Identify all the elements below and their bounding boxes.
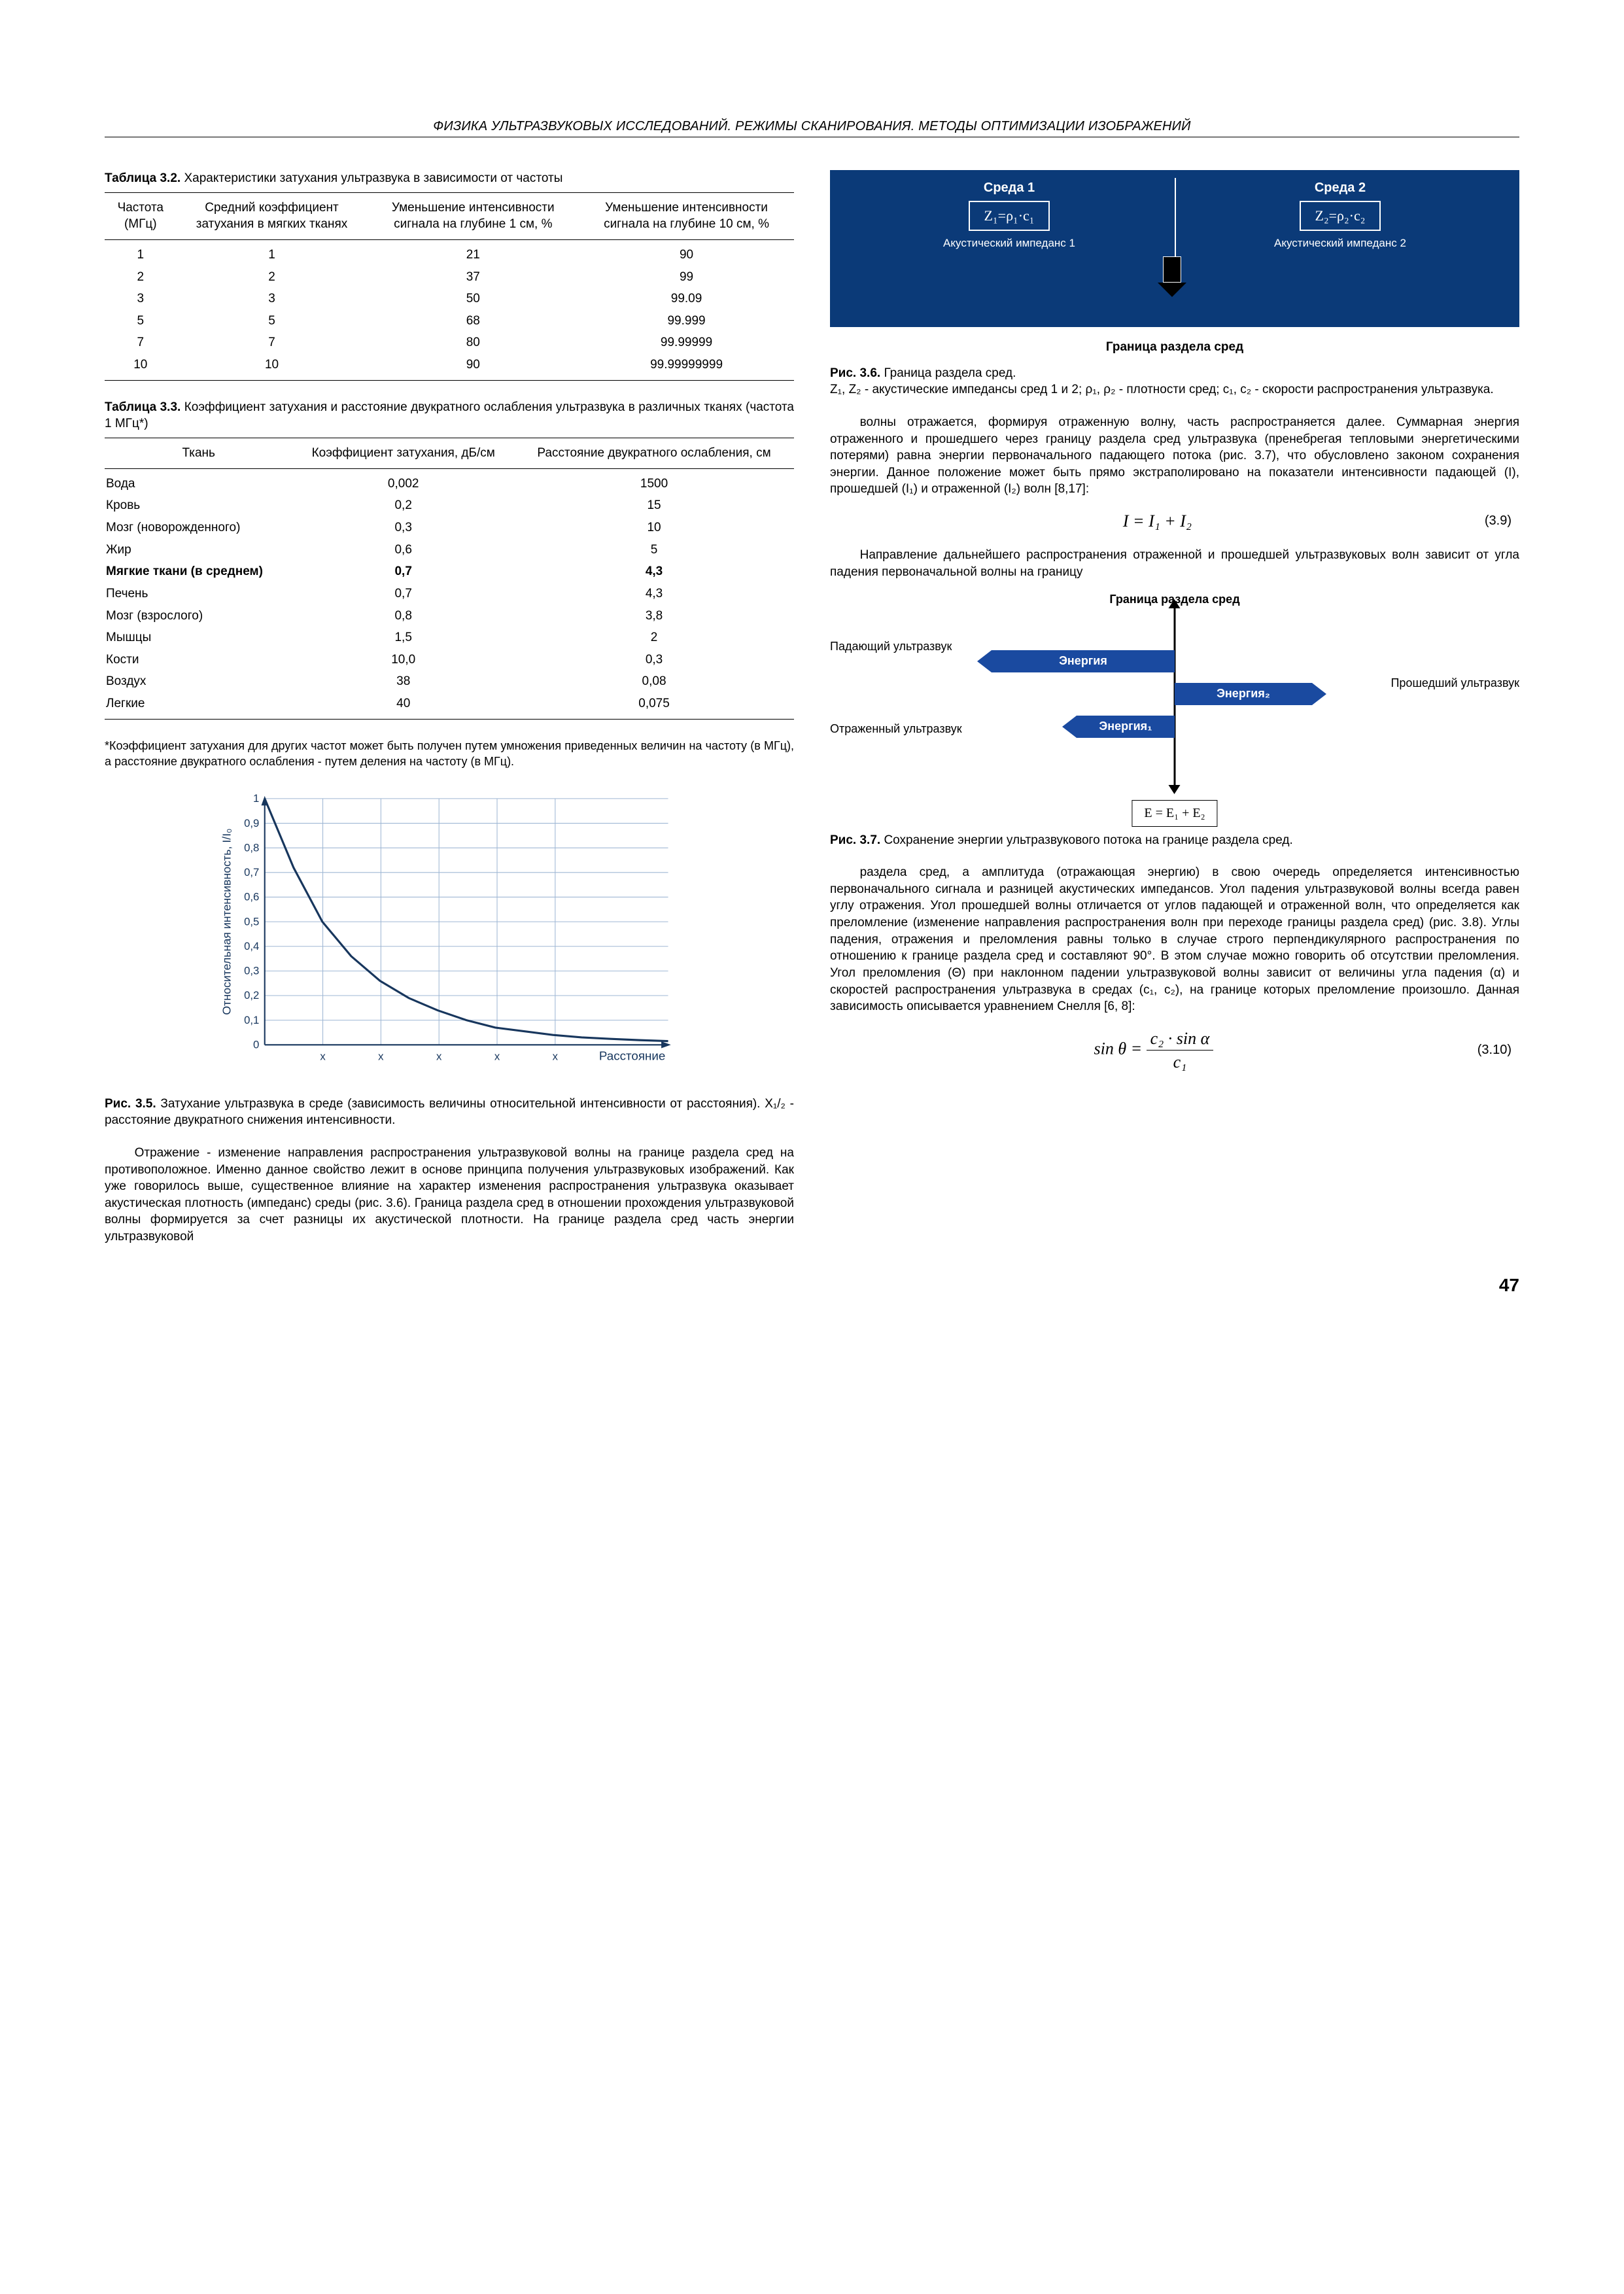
- svg-text:Относительная интенсивность, I: Относительная интенсивность, I/I₀: [220, 829, 233, 1015]
- equation-3-9: I = I₁ + I₂ (3.9): [830, 510, 1519, 532]
- table-3-2-caption: Таблица 3.2. Характеристики затухания ул…: [105, 170, 794, 187]
- svg-text:x: x: [436, 1051, 442, 1063]
- svg-text:x: x: [553, 1051, 559, 1063]
- svg-text:0,3: 0,3: [244, 965, 259, 977]
- table-3-3-note: *Коэффициент затухания для других частот…: [105, 738, 794, 770]
- arrow-down-icon: [1163, 256, 1186, 297]
- figure-3-5-chart: 0 0,1 0,2 0,3 0,4 0,5 0,6 0,7 0,8 0,9 1 x x x x x Рассто…: [105, 785, 794, 1086]
- figure-3-6-diagram: Среда 1 Z₁=ρ₁·c₁ Акустический импеданс 1…: [830, 170, 1519, 360]
- figure-3-7-caption: Рис. 3.7. Сохранение энергии ультразвуко…: [830, 832, 1519, 849]
- svg-text:0,7: 0,7: [244, 866, 259, 878]
- table-3-2: Частота (МГц)Средний коэффициент затухан…: [105, 192, 794, 381]
- page-number: 47: [105, 1273, 1519, 1298]
- svg-text:0,2: 0,2: [244, 990, 259, 1002]
- svg-text:Расстояние: Расстояние: [599, 1049, 666, 1063]
- table-3-3-caption: Таблица 3.3. Коэффициент затухания и рас…: [105, 399, 794, 432]
- svg-text:0,9: 0,9: [244, 817, 259, 829]
- svg-text:0,5: 0,5: [244, 916, 259, 928]
- svg-text:0: 0: [253, 1039, 259, 1051]
- figure-3-6-caption: Рис. 3.6. Граница раздела сред. Z₁, Z₂ -…: [830, 365, 1519, 398]
- left-paragraph: Отражение - изменение направления распро…: [105, 1145, 794, 1245]
- svg-text:x: x: [378, 1051, 384, 1063]
- svg-text:0,8: 0,8: [244, 842, 259, 854]
- running-header: ФИЗИКА УЛЬТРАЗВУКОВЫХ ИССЛЕДОВАНИЙ. РЕЖИ…: [105, 118, 1519, 137]
- svg-text:1: 1: [253, 792, 259, 805]
- figure-3-7-diagram: Граница раздела сред Энергия Энергия₂ Эн…: [830, 591, 1519, 827]
- right-column: Среда 1 Z₁=ρ₁·c₁ Акустический импеданс 1…: [830, 170, 1519, 1247]
- equation-3-10: sin θ = c₂ · sin αc₁ (3.10): [830, 1027, 1519, 1073]
- two-column-layout: Таблица 3.2. Характеристики затухания ул…: [105, 170, 1519, 1247]
- left-column: Таблица 3.2. Характеристики затухания ул…: [105, 170, 794, 1247]
- svg-text:0,4: 0,4: [244, 940, 259, 952]
- svg-text:x: x: [494, 1051, 500, 1063]
- right-paragraph-2: Направление дальнейшего распространения …: [830, 547, 1519, 580]
- svg-text:0,1: 0,1: [244, 1014, 259, 1026]
- svg-text:0,6: 0,6: [244, 891, 259, 903]
- right-paragraph-3: раздела сред, а амплитуда (отражающая эн…: [830, 864, 1519, 1015]
- svg-text:x: x: [320, 1051, 326, 1063]
- table-3-3: ТканьКоэффициент затухания, дБ/смРасстоя…: [105, 438, 794, 720]
- figure-3-5-caption: Рис. 3.5. Затухание ультразвука в среде …: [105, 1096, 794, 1129]
- right-paragraph-1: волны отражается, формируя отраженную во…: [830, 414, 1519, 498]
